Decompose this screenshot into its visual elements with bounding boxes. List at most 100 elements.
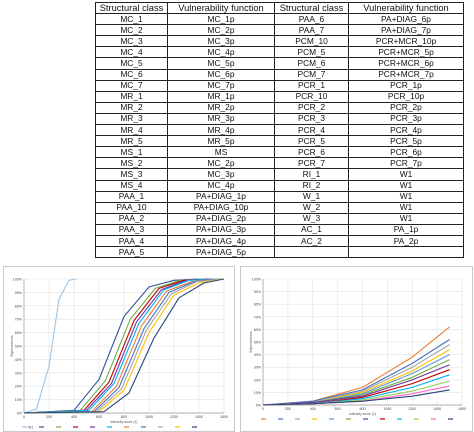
vulnerability-function-cell: MC_4p [167,46,275,59]
y-tick-label: 20% [254,378,262,382]
vulnerability-function-cell: MC_2p [167,157,275,170]
vulnerability-function-cell: W1 [348,168,464,181]
structural-class-cell: MC_3 [95,35,168,48]
y-tick-label: 40% [254,353,262,357]
vulnerability-function-cell: W1 [348,179,464,192]
vulnerability-function-cell: MC_3p [167,35,275,48]
y-tick-label: 0% [256,404,262,408]
structural-class-cell: MR_2 [95,101,168,114]
vulnerability-function-cell: PCR_3p [348,112,464,126]
y-tick-label: 30% [15,371,23,375]
series-line-7 [262,364,450,406]
vulnerability-function-cell: W1 [348,190,464,203]
y-tick-label: 90% [254,290,262,294]
structural-class-cell: PCR_1 [274,79,349,92]
table-row: MC_4 MC_4p PCM_5 PCR+MCR_5p [95,46,464,59]
structural-class-cell: MR_1 [95,90,168,103]
vulnerability-function-cell: PA+DIAG_10p [167,201,275,214]
table-row: MC_1 MC_1p PAA_6 PA+DIAG_6p [95,13,464,26]
table-header-row: Structural class Vulnerability function … [95,1,464,15]
x-tick-label: 400 [71,415,77,419]
vulnerability-function-cell: MR_2p [167,101,275,114]
x-axis-label: Intensity score (1) [349,412,376,416]
y-tick-label: 60% [15,331,23,335]
series-line-11 [23,278,225,414]
table-row: MS_3 MC_3p RI_1 W1 [95,168,464,181]
structural-class-cell: PCM_5 [274,46,349,59]
table-row: MR_4 MR_4p PCR_4 PCR_4p [95,124,464,137]
structural-class-cell: PAA_6 [274,13,349,26]
structural-class-cell: W_2 [274,201,349,214]
x-tick-label: 800 [121,415,127,419]
x-tick-label: 1400 [195,415,203,419]
structural-class-cell: MC_6 [95,68,168,81]
structural-class-cell: PCR_4 [274,124,349,137]
structural-class-cell: PCR_7 [274,157,349,170]
series-line-2 [262,339,450,406]
structural-class-cell: W_1 [274,190,349,203]
vulnerability-function-cell: PCR+MCR_5p [348,46,464,59]
vulnerability-function-cell: MR_3p [167,112,275,126]
y-axis-label: Expected loss [10,335,14,356]
vulnerability-function-cell: MC_5p [167,57,275,70]
structural-class-cell: PAA_5 [95,246,168,259]
y-tick-label: 70% [254,315,262,319]
structural-class-cell: MS_3 [95,168,168,181]
x-tick-label: 1200 [408,407,416,411]
structural-class-cell: PCM_6 [274,57,349,70]
y-tick-label: 60% [254,328,262,332]
vulnerability-function-cell: MC_6p [167,68,275,81]
right-vulnerability-curves-chart: 0% 10% 20% 30% 40% 50% 60% 70% 80% 90% 100% 0 200 400… [249,278,466,420]
vulnerability-function-cell: PCR_6p [348,146,464,159]
table-row: MC_7 MC_7p PCR_1 PCR_1p [95,79,464,92]
vulnerability-function-cell: PA+DIAG_1p [167,190,275,203]
header-vulnerability-function-1: Vulnerability function [167,1,275,15]
vulnerability-function-cell: PA+DIAG_7p [348,24,464,37]
x-tick-label: 0 [262,407,264,411]
structural-class-cell: PCM_10 [274,35,349,48]
structural-class-cell: MC_5 [95,57,168,70]
header-structural-class-2: Structural class [274,1,349,15]
table-row: MR_2 MR_2p PCR_2 PCR_2p [95,101,464,114]
x-tick-label: 1000 [383,407,391,411]
header-vulnerability-function-2: Vulnerability function [348,1,464,15]
y-tick-label: 10% [15,398,23,402]
structural-class-cell: MC_1 [95,13,168,26]
structural-class-cell: RI_1 [274,168,349,181]
structural-class-cell: MS_1 [95,146,168,159]
table-row: MC_2 MC_2p PAA_7 PA+DIAG_7p [95,24,464,37]
vulnerability-function-cell [348,246,464,259]
structural-class-cell: PAA_1 [95,190,168,203]
y-tick-label: 80% [15,304,23,308]
y-tick-label: 50% [15,345,23,349]
x-tick-label: 1000 [145,415,153,419]
legend-label: W1 [28,425,33,429]
y-tick-label: 10% [254,391,262,395]
y-tick-label: 100% [13,278,23,282]
structural-class-cell: MR_5 [95,135,168,148]
structural-class-cell: RI_2 [274,179,349,192]
table-row: MC_6 MC_6p PCM_7 PCR+MCR_7p [95,68,464,81]
structural-class-cell: MR_3 [95,112,168,126]
table-row: PAA_1 PA+DIAG_1p W_1 W1 [95,190,464,203]
structural-class-cell: PAA_7 [274,24,349,37]
vulnerability-function-cell: PA+DIAG_4p [167,234,275,248]
vulnerability-function-cell: PCR_5p [348,135,464,148]
x-tick-label: 1600 [458,407,466,411]
x-tick-label: 800 [360,407,366,411]
table-row: PAA_10 PA+DIAG_10p W_2 W1 [95,201,464,214]
vulnerability-function-cell: MS [167,146,275,159]
vulnerability-function-cell: PCR+MCR_6p [348,57,464,70]
structural-class-cell: PCR_5 [274,135,349,148]
vulnerability-function-cell: PA_2p [348,234,464,248]
vulnerability-function-cell: MR_1p [167,90,275,103]
table-row: PAA_5 PA+DIAG_5p [95,246,464,259]
vulnerability-function-cell: PCR_1p [348,79,464,92]
structural-class-cell: PAA_10 [95,201,168,214]
x-tick-label: 600 [96,415,102,419]
vulnerability-function-cell: MC_7p [167,79,275,92]
vulnerability-function-cell: PA+DIAG_2p [167,212,275,225]
structural-class-cell: AC_2 [274,234,349,248]
y-tick-label: 100% [252,278,262,282]
y-tick-label: 20% [15,385,23,389]
